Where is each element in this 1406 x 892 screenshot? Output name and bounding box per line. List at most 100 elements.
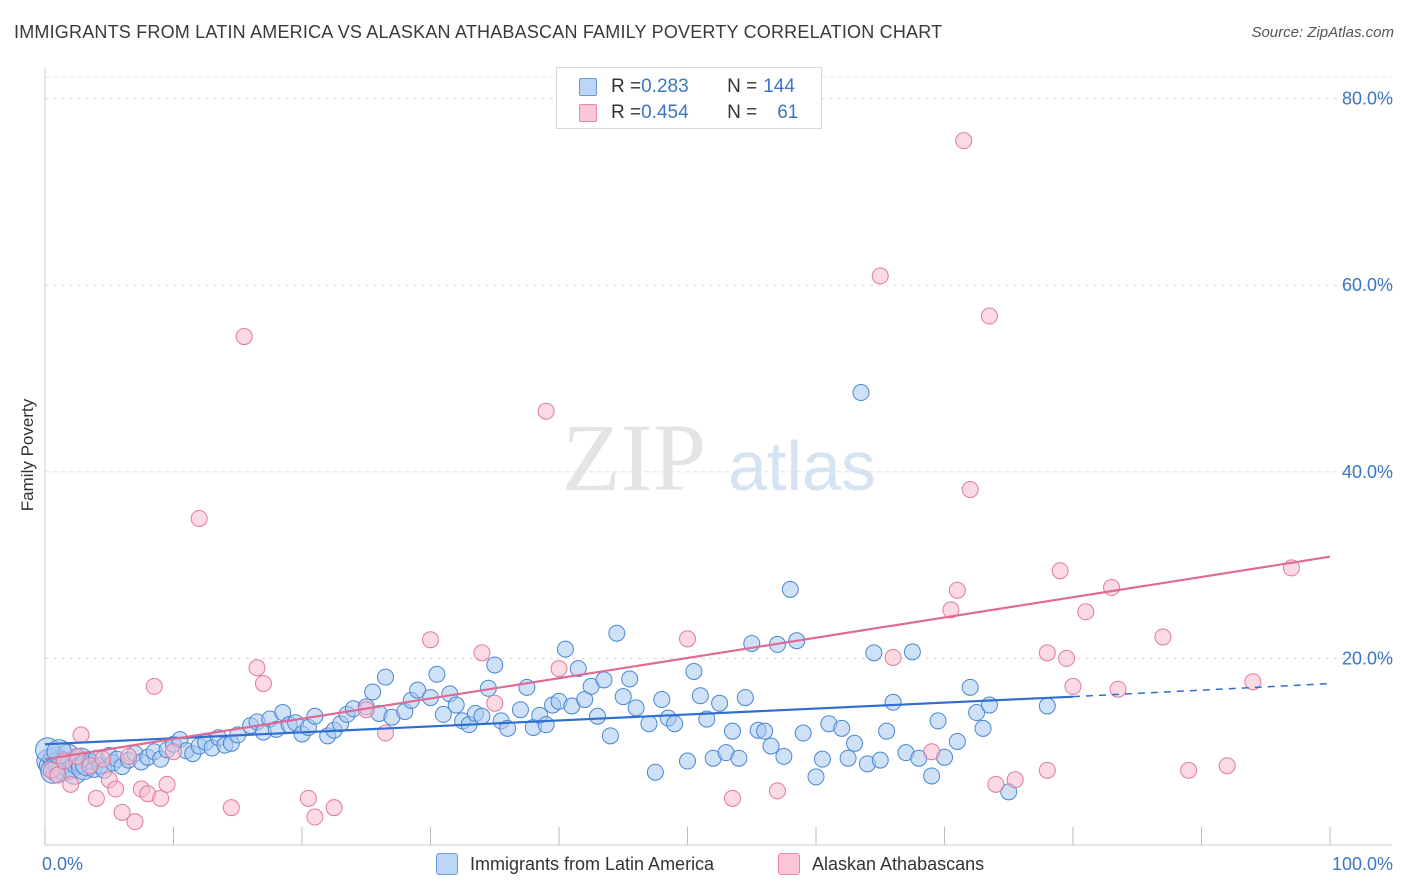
data-point-athabascan bbox=[299, 789, 317, 807]
data-point-immigrant bbox=[640, 715, 658, 733]
legend-n-value: 61 bbox=[777, 102, 799, 123]
data-point-athabascan bbox=[1180, 761, 1198, 779]
legend-n-value: 144 bbox=[763, 76, 795, 97]
y-tick-label: 40.0% bbox=[1342, 462, 1393, 482]
legend-row-pink: R = 0.454 N = 61 bbox=[579, 100, 798, 126]
data-point-immigrant bbox=[608, 624, 626, 642]
data-point-athabascan bbox=[49, 766, 67, 784]
data-point-immigrant bbox=[698, 710, 716, 728]
data-point-immigrant bbox=[878, 722, 896, 740]
y-tick-label: 80.0% bbox=[1342, 89, 1393, 109]
data-point-athabascan bbox=[306, 808, 324, 826]
y-axis-title: Family Poverty bbox=[18, 398, 37, 512]
data-point-athabascan bbox=[1058, 649, 1076, 667]
data-point-athabascan bbox=[165, 743, 182, 761]
data-point-athabascan bbox=[94, 750, 112, 768]
data-point-immigrant bbox=[961, 678, 979, 696]
data-point-athabascan bbox=[422, 631, 439, 649]
legend-n-label: N = bbox=[727, 76, 758, 97]
data-point-athabascan bbox=[222, 799, 240, 817]
data-point-immigrant bbox=[666, 715, 684, 733]
series-alaskan-athabascans bbox=[42, 132, 1300, 831]
data-point-athabascan bbox=[871, 267, 889, 285]
data-point-immigrant bbox=[621, 670, 639, 688]
trend-line-athabascans bbox=[44, 555, 1331, 761]
data-point-immigrant bbox=[486, 656, 504, 674]
data-point-athabascan bbox=[961, 481, 979, 499]
data-point-athabascan bbox=[1051, 562, 1069, 580]
legend-r-value: 0.283 bbox=[641, 76, 689, 97]
data-point-athabascan bbox=[723, 789, 741, 807]
data-point-athabascan bbox=[550, 660, 568, 678]
x-tick-label: 0.0% bbox=[42, 854, 83, 874]
data-point-immigrant bbox=[499, 719, 517, 737]
data-point-immigrant bbox=[871, 751, 889, 769]
data-point-athabascan bbox=[145, 677, 163, 695]
chart-title: IMMIGRANTS FROM LATIN AMERICA VS ALASKAN… bbox=[14, 22, 943, 42]
axes bbox=[44, 68, 1392, 846]
data-point-athabascan bbox=[1064, 677, 1082, 695]
data-point-immigrant bbox=[756, 722, 774, 740]
legend-item-immigrants: Immigrants from Latin America bbox=[436, 852, 714, 876]
data-point-athabascan bbox=[537, 402, 555, 420]
legend-label-immigrants: Immigrants from Latin America bbox=[470, 853, 715, 874]
data-point-athabascan bbox=[190, 509, 208, 527]
data-point-immigrant bbox=[428, 665, 446, 683]
data-point-athabascan bbox=[254, 675, 272, 693]
data-point-immigrant bbox=[846, 734, 864, 752]
data-point-athabascan bbox=[62, 775, 80, 793]
data-point-athabascan bbox=[987, 775, 1005, 793]
legend-swatch-pink bbox=[778, 853, 800, 875]
data-point-immigrant bbox=[569, 660, 587, 678]
data-point-immigrant bbox=[691, 687, 709, 705]
legend-swatch-blue bbox=[436, 853, 458, 875]
data-point-athabascan bbox=[486, 694, 504, 712]
data-point-athabascan bbox=[1244, 673, 1262, 691]
data-point-athabascan bbox=[235, 328, 253, 346]
legend-r-label: R = bbox=[611, 76, 642, 97]
data-point-athabascan bbox=[248, 659, 266, 677]
data-point-athabascan bbox=[1218, 757, 1236, 775]
y-tick-label: 20.0% bbox=[1342, 648, 1393, 668]
data-point-athabascan bbox=[113, 803, 131, 821]
data-point-immigrant bbox=[807, 768, 825, 786]
data-point-immigrant bbox=[679, 752, 696, 770]
data-point-immigrant bbox=[589, 707, 607, 725]
correlation-legend: R = 0.283 N = 144 R = 0.454 N = 61 bbox=[556, 67, 822, 129]
data-point-athabascan bbox=[1109, 680, 1127, 698]
data-point-athabascan bbox=[152, 789, 170, 807]
data-point-immigrant bbox=[852, 384, 870, 402]
data-point-immigrant bbox=[929, 712, 947, 730]
data-point-athabascan bbox=[473, 644, 491, 662]
data-point-immigrant bbox=[923, 767, 941, 785]
data-point-immigrant bbox=[813, 750, 831, 768]
data-point-athabascan bbox=[768, 782, 786, 800]
y-tick-label: 60.0% bbox=[1342, 275, 1393, 295]
data-point-immigrant bbox=[556, 640, 574, 658]
data-point-immigrant bbox=[511, 701, 529, 719]
data-point-athabascan bbox=[120, 747, 138, 765]
data-point-immigrant bbox=[646, 763, 664, 781]
data-point-athabascan bbox=[107, 780, 125, 798]
watermark-atlas: atlas bbox=[728, 427, 876, 505]
trend-lines bbox=[44, 555, 1331, 761]
source-label: Source: ZipAtlas.com bbox=[1251, 24, 1394, 41]
data-point-immigrant bbox=[884, 693, 902, 711]
data-point-athabascan bbox=[158, 775, 176, 793]
data-point-immigrant bbox=[775, 747, 793, 765]
data-point-immigrant bbox=[948, 732, 966, 750]
legend-swatch-pink bbox=[579, 104, 597, 122]
legend-row-blue: R = 0.283 N = 144 bbox=[579, 74, 795, 100]
data-point-immigrant bbox=[537, 716, 555, 734]
legend-r-label: R = bbox=[611, 102, 642, 123]
data-point-immigrant bbox=[601, 727, 619, 745]
data-point-immigrant bbox=[627, 699, 645, 717]
legend-swatch-blue bbox=[579, 78, 597, 96]
data-point-immigrant bbox=[903, 643, 921, 661]
data-point-immigrant bbox=[685, 662, 703, 680]
x-tick-label: 100.0% bbox=[1332, 854, 1393, 874]
data-point-athabascan bbox=[955, 132, 973, 150]
trend-line-immigrants bbox=[44, 695, 1074, 746]
data-point-athabascan bbox=[980, 307, 998, 325]
